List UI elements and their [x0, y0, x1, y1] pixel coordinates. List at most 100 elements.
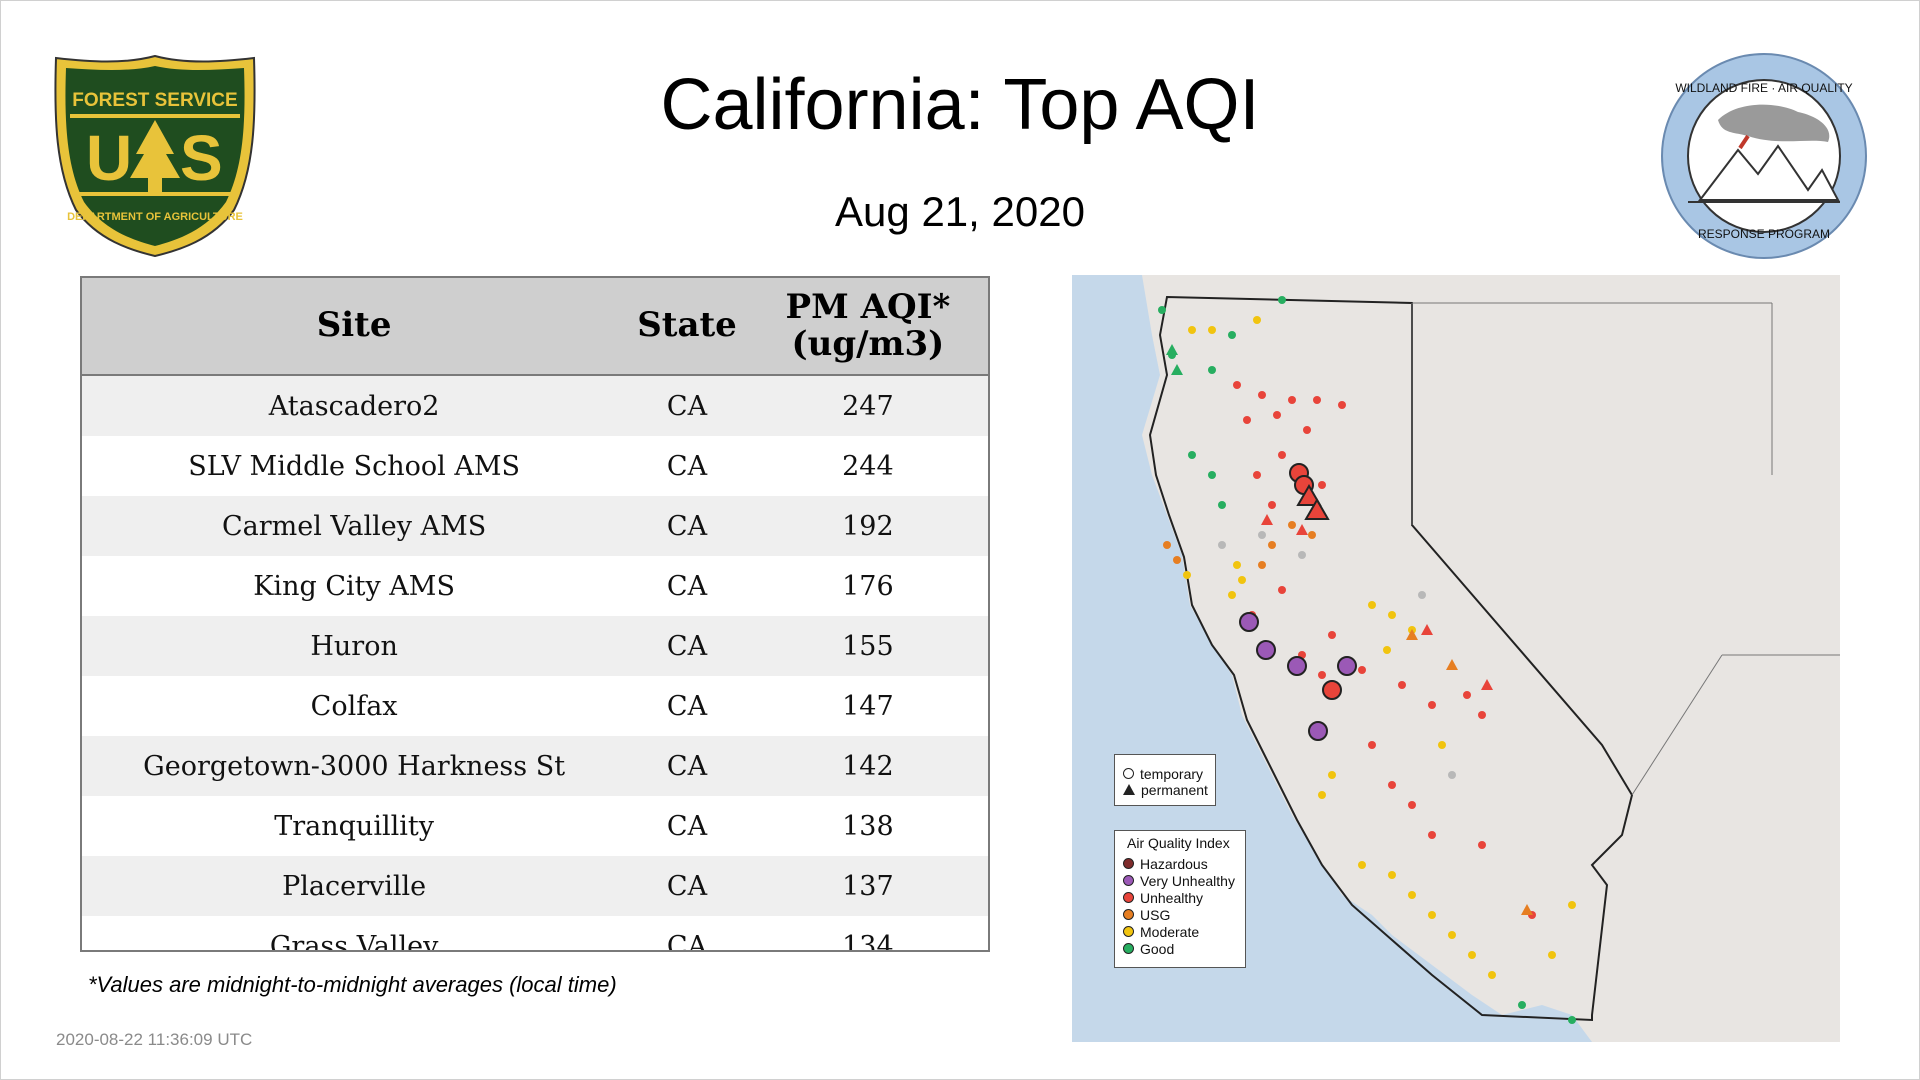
column-header-site: Site [82, 278, 627, 376]
aqi-site-marker [1358, 666, 1366, 674]
page-date: Aug 21, 2020 [835, 188, 1085, 235]
aqi-site-marker [1278, 586, 1286, 594]
aqi-legend-title: Air Quality Index [1127, 835, 1230, 851]
fs-top-text: FOREST SERVICE [72, 90, 237, 111]
aqi-legend: Air Quality Index Hazardous Very Unhealt… [1114, 830, 1246, 968]
aqi-site-marker [1278, 296, 1286, 304]
aqi-site-marker [1258, 561, 1266, 569]
legend-moderate: Moderate [1140, 923, 1200, 940]
cell-state: CA [626, 856, 748, 916]
aqi-site-marker [1478, 711, 1486, 719]
column-header-state: State [626, 278, 748, 376]
aqi-site-marker [1368, 741, 1376, 749]
land-background [1142, 275, 1840, 1042]
wf-bottom-text: RESPONSE PROGRAM [1698, 227, 1830, 241]
table-row: Carmel Valley AMS CA 192 [82, 496, 988, 556]
aqi-site-marker [1388, 611, 1396, 619]
forest-service-logo: FOREST SERVICE U S DEPARTMENT OF AGRICUL… [54, 54, 256, 258]
cell-aqi: 134 [747, 916, 988, 950]
aqi-site-marker [1548, 951, 1556, 959]
aqi-site-marker [1428, 701, 1436, 709]
aqi-site-marker [1228, 591, 1236, 599]
aqi-site-marker-large-permanent [1304, 498, 1330, 520]
aqi-site-marker-permanent [1261, 514, 1273, 525]
cell-aqi: 155 [747, 616, 988, 676]
cell-aqi: 137 [747, 856, 988, 916]
aqi-site-marker [1478, 841, 1486, 849]
aqi-site-marker [1383, 646, 1391, 654]
aqi-site-marker [1163, 541, 1171, 549]
marker-shape-legend: temporary permanent [1114, 754, 1216, 806]
cell-state: CA [626, 736, 748, 796]
aqi-site-marker [1243, 416, 1251, 424]
aqi-site-marker [1268, 541, 1276, 549]
aqi-site-marker-large [1322, 680, 1342, 700]
aqi-site-marker [1253, 316, 1261, 324]
aqi-site-marker [1448, 771, 1456, 779]
aqi-site-marker [1273, 411, 1281, 419]
aqi-site-marker [1518, 1001, 1526, 1009]
aqi-site-marker [1258, 531, 1266, 539]
aqi-header-line1: PM AQI* [785, 286, 951, 327]
cell-site: Grass Valley [82, 916, 627, 950]
aqi-site-marker [1328, 771, 1336, 779]
table-row: Colfax CA 147 [82, 676, 988, 736]
aqi-site-marker [1188, 451, 1196, 459]
fs-letter-u: U [86, 122, 132, 194]
aqi-site-marker [1408, 891, 1416, 899]
aqi-site-marker [1208, 366, 1216, 374]
moderate-dot-icon [1123, 926, 1134, 937]
aqi-site-marker [1208, 471, 1216, 479]
table-row: King City AMS CA 176 [82, 556, 988, 616]
aqi-site-marker [1208, 326, 1216, 334]
cell-site: SLV Middle School AMS [82, 436, 627, 496]
aqi-site-marker [1298, 551, 1306, 559]
table-row: Grass Valley CA 134 [82, 916, 988, 950]
aqi-site-marker-permanent [1296, 524, 1308, 535]
cell-state: CA [626, 375, 748, 436]
aqi-site-marker [1448, 931, 1456, 939]
table-header-row: Site State PM AQI* (ug/m3) [82, 278, 988, 376]
aqi-site-marker-permanent [1421, 624, 1433, 635]
aqi-site-marker-permanent [1166, 344, 1178, 355]
cell-site: Atascadero2 [82, 375, 627, 436]
legend-unhealthy: Unhealthy [1140, 889, 1204, 906]
aqi-site-marker [1568, 1016, 1576, 1024]
cell-state: CA [626, 556, 748, 616]
cell-state: CA [626, 916, 748, 950]
aqi-site-marker-large [1287, 656, 1307, 676]
aqi-site-marker [1258, 391, 1266, 399]
cell-site: King City AMS [82, 556, 627, 616]
cell-state: CA [626, 496, 748, 556]
aqi-site-marker [1233, 561, 1241, 569]
timestamp: 2020-08-22 11:36:09 UTC [56, 1030, 253, 1049]
table-row: Georgetown-3000 Harkness St CA 142 [82, 736, 988, 796]
aqi-site-marker-permanent [1171, 364, 1183, 375]
cell-aqi: 244 [747, 436, 988, 496]
table-row: SLV Middle School AMS CA 244 [82, 436, 988, 496]
aqi-site-marker [1408, 801, 1416, 809]
page-title: California: Top AQI [660, 65, 1260, 145]
aqi-site-marker [1173, 556, 1181, 564]
aqi-site-marker-permanent [1446, 659, 1458, 670]
fs-bottom-text: DEPARTMENT OF AGRICULTURE [67, 211, 243, 223]
aqi-site-marker [1468, 951, 1476, 959]
cell-state: CA [626, 616, 748, 676]
aqi-site-marker [1328, 631, 1336, 639]
aqi-site-marker [1268, 501, 1276, 509]
aqi-site-marker-permanent [1406, 629, 1418, 640]
unhealthy-dot-icon [1123, 892, 1134, 903]
top-aqi-table: Site State PM AQI* (ug/m3) Atascadero2 CA… [80, 276, 990, 952]
aqi-site-marker [1418, 591, 1426, 599]
cell-aqi: 138 [747, 796, 988, 856]
aqi-site-marker [1318, 481, 1326, 489]
cell-state: CA [626, 676, 748, 736]
legend-permanent: permanent [1141, 781, 1208, 798]
very-unhealthy-dot-icon [1123, 875, 1134, 886]
cell-site: Colfax [82, 676, 627, 736]
cell-state: CA [626, 436, 748, 496]
wildland-fire-air-quality-logo: WILDLAND FIRE · AIR QUALITY RESPONSE PRO… [1661, 53, 1867, 259]
aqi-site-marker [1313, 396, 1321, 404]
table-row: Placerville CA 137 [82, 856, 988, 916]
aqi-site-marker-permanent [1481, 679, 1493, 690]
